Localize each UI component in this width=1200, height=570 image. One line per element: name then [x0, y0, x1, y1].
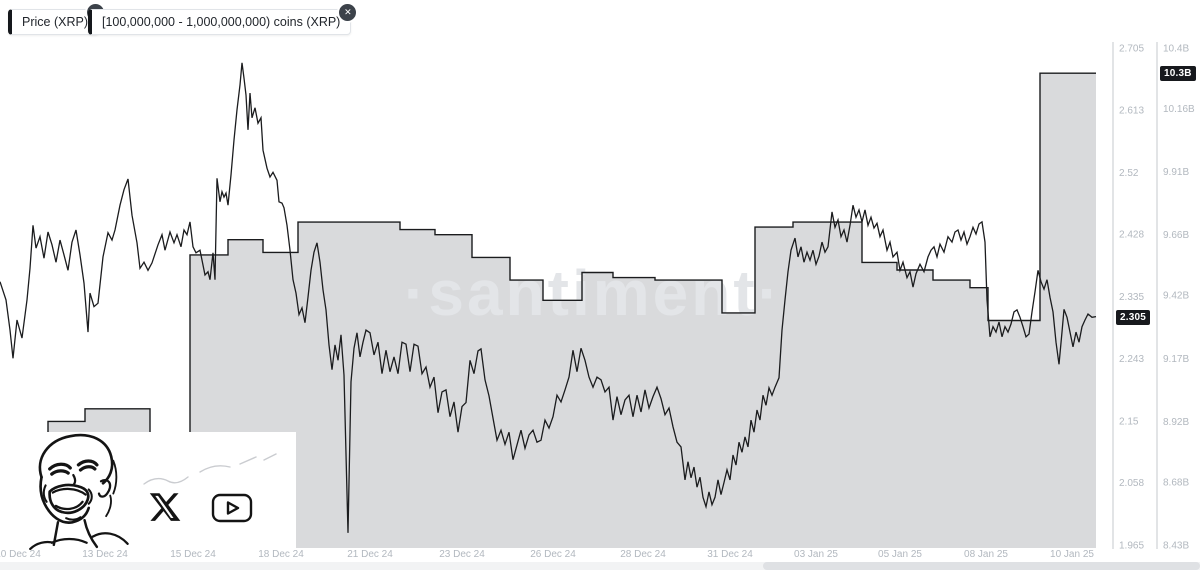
- supply-axis-label: 8.68B: [1163, 477, 1189, 488]
- date-axis-label: 10 Dec 24: [0, 549, 41, 560]
- price-axis-label: 2.613: [1119, 105, 1144, 116]
- date-axis-label: 26 Dec 24: [530, 549, 576, 560]
- price-axis-label: 2.243: [1119, 354, 1144, 365]
- price-current-badge: 2.305: [1116, 310, 1151, 325]
- youtube-logo-icon: [211, 493, 253, 523]
- price-line-series: [0, 62, 1097, 533]
- supply-axis-label: 8.92B: [1163, 417, 1189, 428]
- price-axis-label: 2.52: [1119, 168, 1139, 179]
- date-axis-label: 05 Jan 25: [878, 549, 922, 560]
- meme-face-drawing: [29, 433, 129, 551]
- legend-chip-coins-label: [100,000,000 - 1,000,000,000) coins (XRP…: [102, 15, 341, 29]
- supply-axis-label: 10.4B: [1163, 44, 1189, 55]
- supply-axis-label: 9.42B: [1163, 291, 1189, 302]
- meme-overlay: [28, 432, 296, 551]
- price-axis-label: 1.965: [1119, 541, 1144, 552]
- date-axis-label: 21 Dec 24: [347, 549, 393, 560]
- supply-axis-label: 9.91B: [1163, 167, 1189, 178]
- supply-axis-label: 8.43B: [1163, 541, 1189, 552]
- supply-axis-label: 9.17B: [1163, 354, 1189, 365]
- date-axis-label: 31 Dec 24: [707, 549, 753, 560]
- price-axis-label: 2.335: [1119, 292, 1144, 303]
- price-axis-label: 2.15: [1119, 416, 1139, 427]
- date-axis-label: 03 Jan 25: [794, 549, 838, 560]
- close-icon: ✕: [344, 7, 352, 17]
- supply-axis-label: 10.16B: [1163, 104, 1195, 115]
- price-axis-label: 2.058: [1119, 478, 1144, 489]
- scrollbar-track: [0, 562, 1200, 570]
- santiment-watermark: ·santiment·: [404, 257, 782, 329]
- x-logo-icon: [149, 493, 181, 521]
- date-axis-label: 23 Dec 24: [439, 549, 485, 560]
- legend-chip-price-label: Price (XRP): [22, 15, 88, 29]
- supply-step-line: [47, 72, 1096, 548]
- date-axis-label: 18 Dec 24: [258, 549, 304, 560]
- right-axes: 2.705 2.613 2.52 2.428 2.335 2.243 2.15 2.058 1.…: [1112, 42, 1195, 552]
- legend-chip-price[interactable]: Price (XRP) ✕: [8, 2, 106, 35]
- legend-chip-coins-close-button[interactable]: ✕: [337, 2, 359, 23]
- scribble-marks: [143, 453, 277, 485]
- supply-axis-label: 9.66B: [1163, 230, 1189, 241]
- scrollbar-thumb[interactable]: [763, 562, 1200, 570]
- date-axis: 10 Dec 24 13 Dec 24 15 Dec 24 18 Dec 24 21 D…: [0, 549, 1094, 560]
- price-axis-label: 2.428: [1119, 230, 1144, 241]
- date-axis-label: 28 Dec 24: [620, 549, 666, 560]
- date-axis-label: 10 Jan 25: [1050, 549, 1094, 560]
- price-axis-label: 2.705: [1119, 44, 1144, 55]
- date-axis-label: 13 Dec 24: [82, 549, 128, 560]
- date-axis-label: 08 Jan 25: [964, 549, 1008, 560]
- date-axis-label: 15 Dec 24: [170, 549, 216, 560]
- legend-chip-coins[interactable]: [100,000,000 - 1,000,000,000) coins (XRP…: [88, 2, 359, 35]
- supply-current-badge: 10.3B: [1160, 66, 1196, 81]
- supply-step-area: [48, 73, 1096, 548]
